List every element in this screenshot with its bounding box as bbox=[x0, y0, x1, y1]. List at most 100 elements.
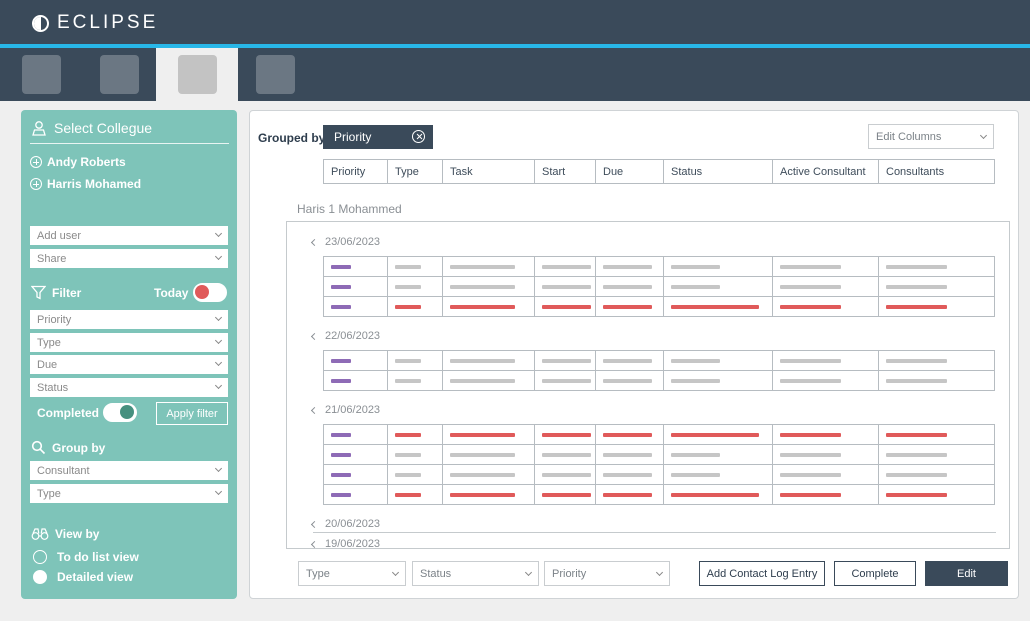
table-cell bbox=[596, 371, 664, 390]
placeholder-bar bbox=[542, 358, 591, 363]
table-cell bbox=[388, 371, 443, 390]
table-cell bbox=[879, 425, 994, 444]
date-group-header[interactable]: 19/06/2023 bbox=[310, 538, 381, 550]
tab-3-active[interactable] bbox=[156, 48, 238, 101]
today-toggle[interactable] bbox=[193, 283, 227, 302]
table-row[interactable] bbox=[323, 444, 995, 465]
table-cell bbox=[773, 425, 879, 444]
table-cell bbox=[535, 425, 596, 444]
tab-4[interactable] bbox=[234, 48, 316, 101]
priority-footer-value: Priority bbox=[552, 567, 587, 580]
type-footer-select[interactable]: Type bbox=[298, 561, 406, 586]
edit-columns-select[interactable]: Edit Columns bbox=[868, 124, 994, 149]
completed-toggle[interactable] bbox=[103, 403, 137, 422]
table-cell bbox=[664, 351, 773, 370]
table-cell bbox=[596, 257, 664, 276]
date-group-label: 23/06/2023 bbox=[325, 236, 381, 248]
placeholder-bar bbox=[450, 358, 515, 363]
add-user-select[interactable]: Add user bbox=[30, 226, 228, 245]
group-by-consultant-select[interactable]: Consultant bbox=[30, 461, 228, 480]
chevron-down-icon bbox=[214, 252, 223, 261]
colleague-harris-mohamed[interactable]: Harris Mohamed bbox=[30, 177, 141, 191]
colleague-andy-roberts[interactable]: Andy Roberts bbox=[30, 155, 126, 169]
type-filter-value: Type bbox=[37, 336, 61, 349]
table-cell bbox=[535, 371, 596, 390]
table-row[interactable] bbox=[323, 256, 995, 277]
column-header-task[interactable]: Task bbox=[443, 160, 535, 183]
table-row[interactable] bbox=[323, 370, 995, 391]
table-cell bbox=[773, 485, 879, 504]
column-header-start[interactable]: Start bbox=[535, 160, 596, 183]
table-row[interactable] bbox=[323, 350, 995, 371]
view-by-label: View by bbox=[55, 527, 100, 541]
table-cell bbox=[596, 351, 664, 370]
placeholder-bar bbox=[450, 432, 515, 437]
tab-1[interactable] bbox=[0, 48, 82, 101]
table-cell bbox=[535, 297, 596, 316]
table-cell bbox=[596, 277, 664, 296]
date-group-header[interactable]: 22/06/2023 bbox=[310, 330, 380, 342]
table-cell bbox=[664, 257, 773, 276]
table-cell bbox=[388, 277, 443, 296]
chevron-down-icon bbox=[655, 568, 664, 577]
column-header-status[interactable]: Status bbox=[664, 160, 773, 183]
eclipse-logo-icon bbox=[32, 14, 49, 32]
placeholder-bar bbox=[603, 452, 652, 457]
table-cell bbox=[388, 425, 443, 444]
brand[interactable]: ECLIPSE bbox=[32, 12, 158, 34]
grouped-by-chip[interactable]: Priority bbox=[323, 125, 433, 149]
table-cell bbox=[443, 465, 535, 484]
edit-button[interactable]: Edit bbox=[925, 561, 1008, 586]
share-select[interactable]: Share bbox=[30, 249, 228, 268]
table-cell bbox=[664, 371, 773, 390]
search-icon bbox=[31, 440, 46, 455]
placeholder-bar bbox=[395, 378, 421, 383]
group-by-consultant-value: Consultant bbox=[37, 464, 90, 477]
placeholder-bar bbox=[671, 432, 759, 437]
table-row[interactable] bbox=[323, 276, 995, 297]
apply-filter-button[interactable]: Apply filter bbox=[156, 402, 228, 425]
complete-button[interactable]: Complete bbox=[834, 561, 916, 586]
share-select-value: Share bbox=[37, 252, 67, 265]
table-cell bbox=[443, 257, 535, 276]
priority-filter-select[interactable]: Priority bbox=[30, 310, 228, 329]
placeholder-bar bbox=[603, 284, 652, 289]
date-group-header[interactable]: 20/06/2023 bbox=[310, 518, 380, 530]
group-by-type-select[interactable]: Type bbox=[30, 484, 228, 503]
column-header-consultants[interactable]: Consultants bbox=[886, 165, 945, 178]
to-do-list-view-option[interactable]: To do list view bbox=[33, 550, 139, 564]
table-row[interactable] bbox=[323, 484, 995, 505]
date-group-label: 19/06/2023 bbox=[325, 538, 381, 550]
close-icon[interactable] bbox=[412, 130, 425, 143]
placeholder-bar bbox=[671, 452, 720, 457]
placeholder-bar bbox=[780, 452, 841, 457]
table-cell bbox=[388, 485, 443, 504]
date-group-label: 21/06/2023 bbox=[325, 404, 381, 416]
table-row[interactable] bbox=[323, 464, 995, 485]
priority-footer-select[interactable]: Priority bbox=[544, 561, 670, 586]
table-row[interactable] bbox=[323, 296, 995, 317]
detailed-view-option[interactable]: Detailed view bbox=[33, 570, 133, 584]
table-cell bbox=[388, 465, 443, 484]
placeholder-bar bbox=[331, 472, 351, 477]
type-filter-select[interactable]: Type bbox=[30, 333, 228, 352]
placeholder-bar bbox=[671, 264, 720, 269]
column-header-type[interactable]: Type bbox=[388, 160, 443, 183]
table-row[interactable] bbox=[323, 424, 995, 445]
table-cell bbox=[388, 257, 443, 276]
main-panel: Grouped by Priority Edit Columns Priorit… bbox=[249, 110, 1019, 599]
table-cell bbox=[388, 297, 443, 316]
column-header-due[interactable]: Due bbox=[596, 160, 664, 183]
status-footer-select[interactable]: Status bbox=[412, 561, 539, 586]
column-header-priority[interactable]: Priority bbox=[324, 160, 388, 183]
table-cell bbox=[535, 445, 596, 464]
status-filter-select[interactable]: Status bbox=[30, 378, 228, 397]
add-contact-log-entry-button[interactable]: Add Contact Log Entry bbox=[699, 561, 825, 586]
column-header-active-consultant[interactable]: Active Consultant bbox=[773, 160, 879, 183]
placeholder-bar bbox=[395, 264, 421, 269]
table-cell bbox=[443, 351, 535, 370]
date-group-header[interactable]: 21/06/2023 bbox=[310, 404, 381, 416]
date-group-header[interactable]: 23/06/2023 bbox=[310, 236, 381, 248]
tab-2[interactable] bbox=[78, 48, 160, 101]
due-filter-select[interactable]: Due bbox=[30, 355, 228, 374]
